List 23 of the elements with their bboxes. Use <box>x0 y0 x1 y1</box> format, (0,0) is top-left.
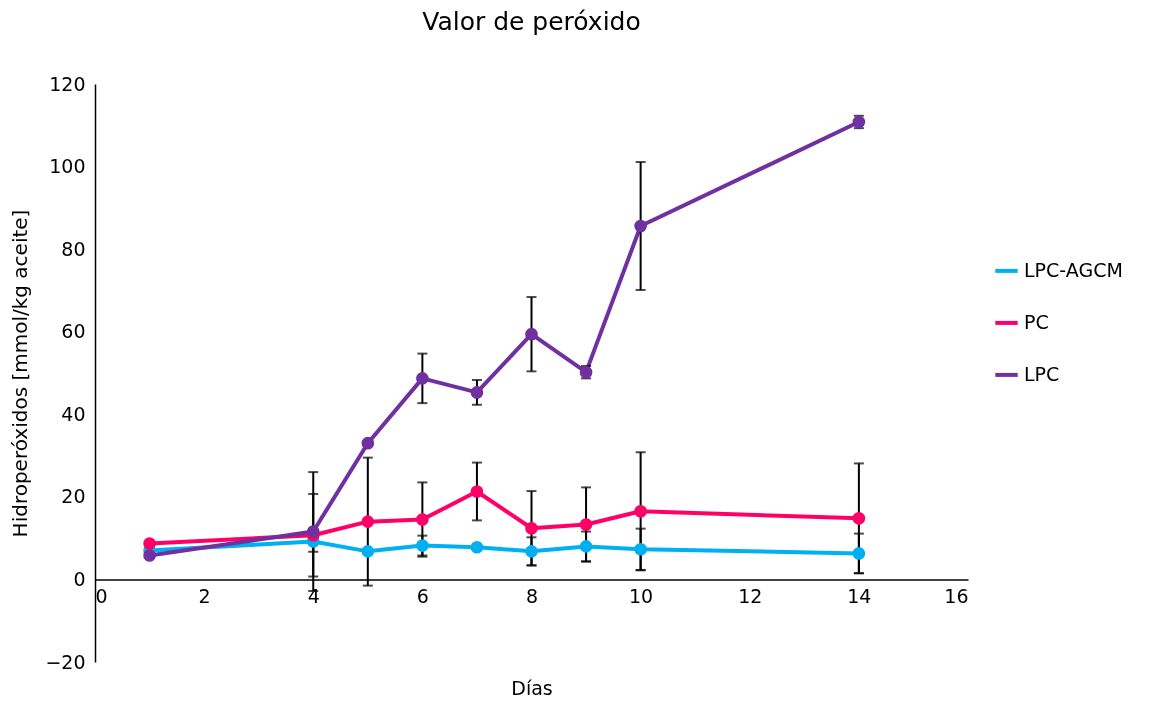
x-tick-label: 2 <box>198 584 211 607</box>
y-tick-label: 20 <box>61 485 86 508</box>
y-tick-label: −20 <box>45 650 86 673</box>
chart-title: Valor de peróxido <box>422 7 641 36</box>
x-tick-label: 10 <box>629 584 654 607</box>
x-axis-title: Días <box>511 676 553 699</box>
y-tick-label: 40 <box>61 402 86 425</box>
x-tick-label: 8 <box>525 584 539 607</box>
legend-label: LPC <box>1024 362 1060 385</box>
y-tick-label: 100 <box>49 155 86 178</box>
x-tick-label: 14 <box>847 584 872 607</box>
legend-label: LPC-AGCM <box>1024 258 1123 281</box>
x-tick-label: 4 <box>307 584 320 607</box>
legend-label: PC <box>1024 310 1049 333</box>
y-tick-label: 60 <box>61 320 86 343</box>
x-tick-label: 6 <box>416 584 429 607</box>
x-tick-label: 0 <box>95 584 108 607</box>
x-tick-label: 16 <box>944 584 969 607</box>
y-tick-label: 0 <box>73 567 86 590</box>
x-tick-label: 12 <box>738 584 763 607</box>
y-axis-title: Hidroperóxidos [mmol/kg aceite] <box>8 209 33 538</box>
y-tick-label: 80 <box>61 237 86 260</box>
y-tick-label: 120 <box>49 72 86 95</box>
